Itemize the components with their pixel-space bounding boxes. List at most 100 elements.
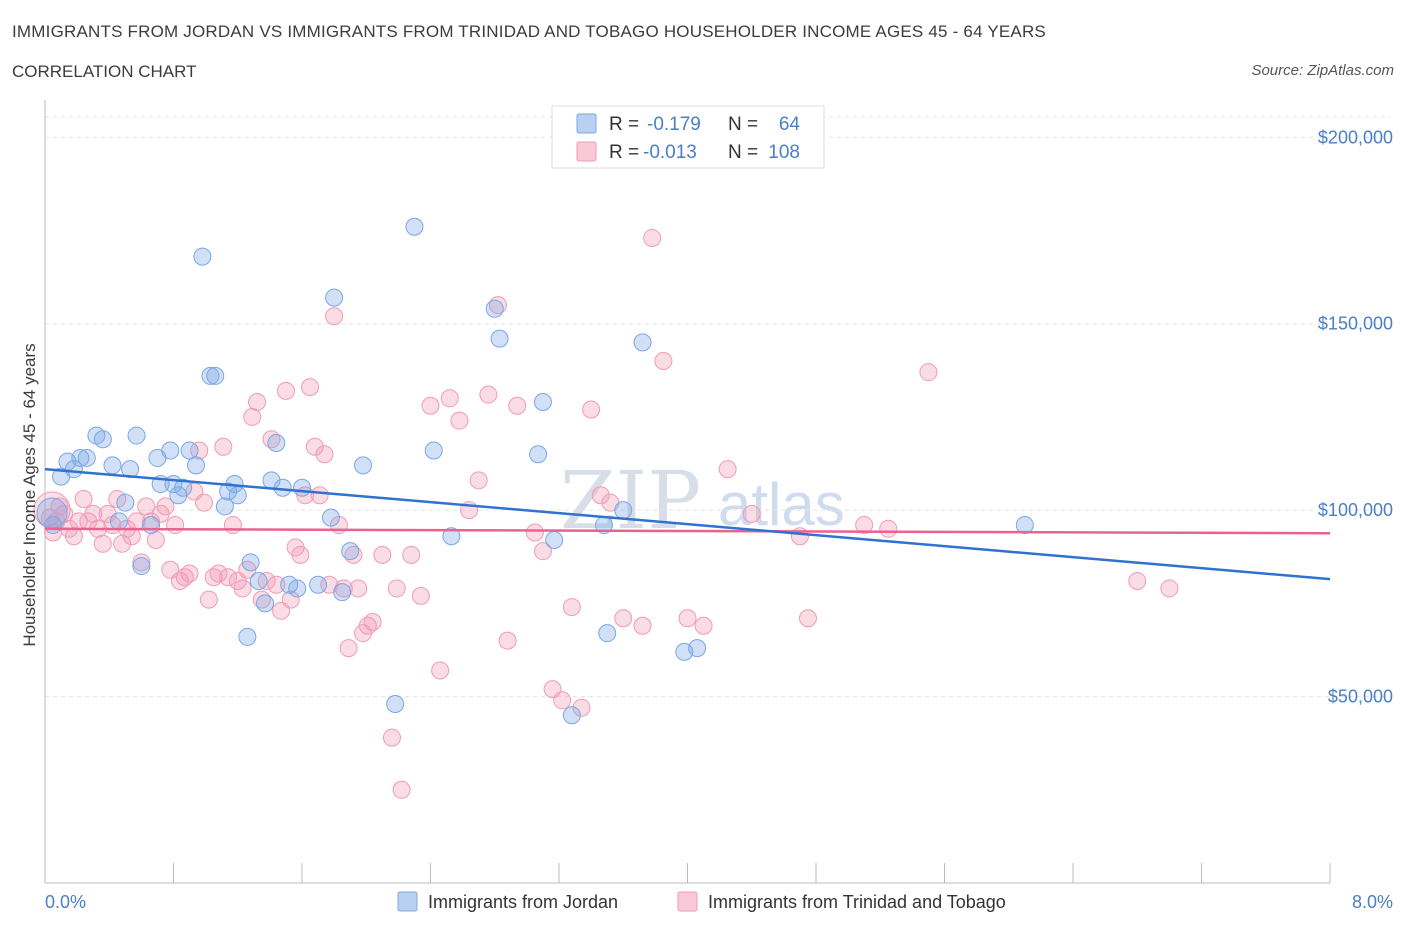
jordan-point	[490, 329, 509, 348]
legend-n-label-trinidad: N =	[728, 142, 758, 163]
watermark-atlas: atlas	[718, 471, 845, 538]
jordan-point	[341, 542, 360, 561]
jordan-point	[109, 512, 128, 531]
trinidad-point	[233, 579, 252, 598]
trinidad-point	[339, 639, 358, 658]
trinidad-point	[392, 780, 411, 799]
y-axis-label: Householder Income Ages 45 - 64 years	[20, 343, 39, 646]
jordan-cluster-point	[36, 497, 68, 529]
trinidad-point	[349, 579, 368, 598]
jordan-point	[598, 624, 617, 643]
legend-r-jordan: -0.179	[647, 114, 701, 135]
trinidad-point	[525, 523, 544, 542]
trend-line-trinidad	[44, 527, 1331, 535]
trinidad-point	[170, 571, 189, 590]
trinidad-point	[450, 411, 469, 430]
jordan-point	[1015, 516, 1034, 535]
jordan-point	[354, 456, 373, 475]
jordan-point	[193, 247, 212, 266]
trinidad-point	[301, 378, 320, 397]
trinidad-point	[855, 516, 874, 535]
trinidad-point	[1128, 571, 1147, 590]
jordan-point	[249, 571, 268, 590]
gridlines	[45, 116, 1390, 698]
trinidad-point	[199, 590, 218, 609]
jordan-point	[562, 706, 581, 725]
jordan-point	[545, 530, 564, 549]
jordan-point	[533, 393, 552, 412]
trinidad-point	[209, 564, 228, 583]
trinidad-point	[1160, 579, 1179, 598]
trinidad-point	[156, 497, 175, 516]
legend-r-label-jordan: R =	[609, 114, 639, 135]
trinidad-point	[591, 486, 610, 505]
y-tick-label: $100,000	[1318, 500, 1393, 520]
trinidad-point	[654, 352, 673, 370]
legend-r-trinidad: -0.013	[643, 142, 697, 163]
legend-swatch-jordan	[576, 113, 597, 134]
trinidad-point	[382, 728, 401, 747]
jordan-point	[93, 430, 112, 449]
trinidad-point	[694, 616, 713, 635]
jordan-point	[174, 478, 193, 497]
trinidad-point	[421, 396, 440, 415]
jordan-point	[529, 445, 548, 464]
trend-line-jordan	[44, 467, 1331, 581]
jordan-point	[71, 448, 90, 467]
trinidad-point	[562, 598, 581, 617]
jordan-point	[267, 434, 286, 453]
jordan-point	[161, 441, 180, 460]
trinidad-point	[798, 609, 817, 628]
jordan-point	[206, 366, 225, 385]
chart-title: IMMIGRANTS FROM JORDAN VS IMMIGRANTS FRO…	[12, 22, 1046, 41]
jordan-point	[77, 448, 96, 467]
y-tick-label: $150,000	[1318, 314, 1393, 334]
trinidad-point	[219, 568, 238, 587]
bottom-legend-jordan: Immigrants from Jordan	[428, 892, 618, 912]
trinidad-point	[98, 504, 117, 523]
trinidad-point	[74, 489, 93, 508]
jordan-point	[293, 478, 311, 497]
trinidad-point	[582, 400, 601, 419]
chart-subtitle: CORRELATION CHART	[12, 62, 197, 81]
legend-r-label-trinidad: R =	[609, 142, 639, 163]
jordan-point	[132, 557, 151, 576]
jordan-point	[103, 456, 122, 475]
trinidad-point	[572, 698, 591, 717]
trinidad-point	[508, 396, 527, 415]
trinidad-point	[440, 389, 459, 408]
jordan-point	[256, 594, 275, 613]
jordan-point	[333, 583, 352, 602]
x-tick-min: 0.0%	[45, 892, 86, 912]
trinidad-point	[223, 516, 242, 535]
jordan-point	[288, 579, 307, 598]
jordan-point	[405, 217, 424, 236]
trinidad-point	[190, 441, 209, 460]
jordan-point	[241, 553, 260, 572]
bottom-legend-trinidad: Immigrants from Trinidad and Tobago	[708, 892, 1006, 912]
trinidad-point	[64, 527, 83, 546]
trinidad-point	[305, 437, 324, 456]
jordan-point	[186, 456, 205, 475]
y-tick-label: $50,000	[1328, 687, 1393, 707]
trinidad-point	[387, 579, 406, 598]
trinidad-point	[363, 613, 382, 631]
trinidad-point	[214, 437, 233, 456]
legend-box	[551, 105, 825, 169]
jordan-point	[127, 426, 146, 445]
trinidad-point	[553, 691, 572, 710]
trinidad-point	[373, 545, 392, 564]
jordan-point	[238, 627, 257, 646]
trinidad-point	[325, 307, 344, 326]
trinidad-point	[718, 460, 737, 479]
trinidad-point	[262, 430, 281, 449]
legend-n-trinidad: 108	[768, 142, 800, 163]
trinidad-point	[281, 590, 300, 609]
bottom-legend-swatch-jordan	[397, 891, 418, 912]
jordan-point	[485, 299, 504, 318]
trinidad-point	[267, 575, 286, 594]
trinidad-point	[291, 545, 310, 564]
jordan-point	[321, 508, 340, 527]
trinidad-point	[614, 609, 633, 628]
trinidad-point	[431, 661, 450, 680]
